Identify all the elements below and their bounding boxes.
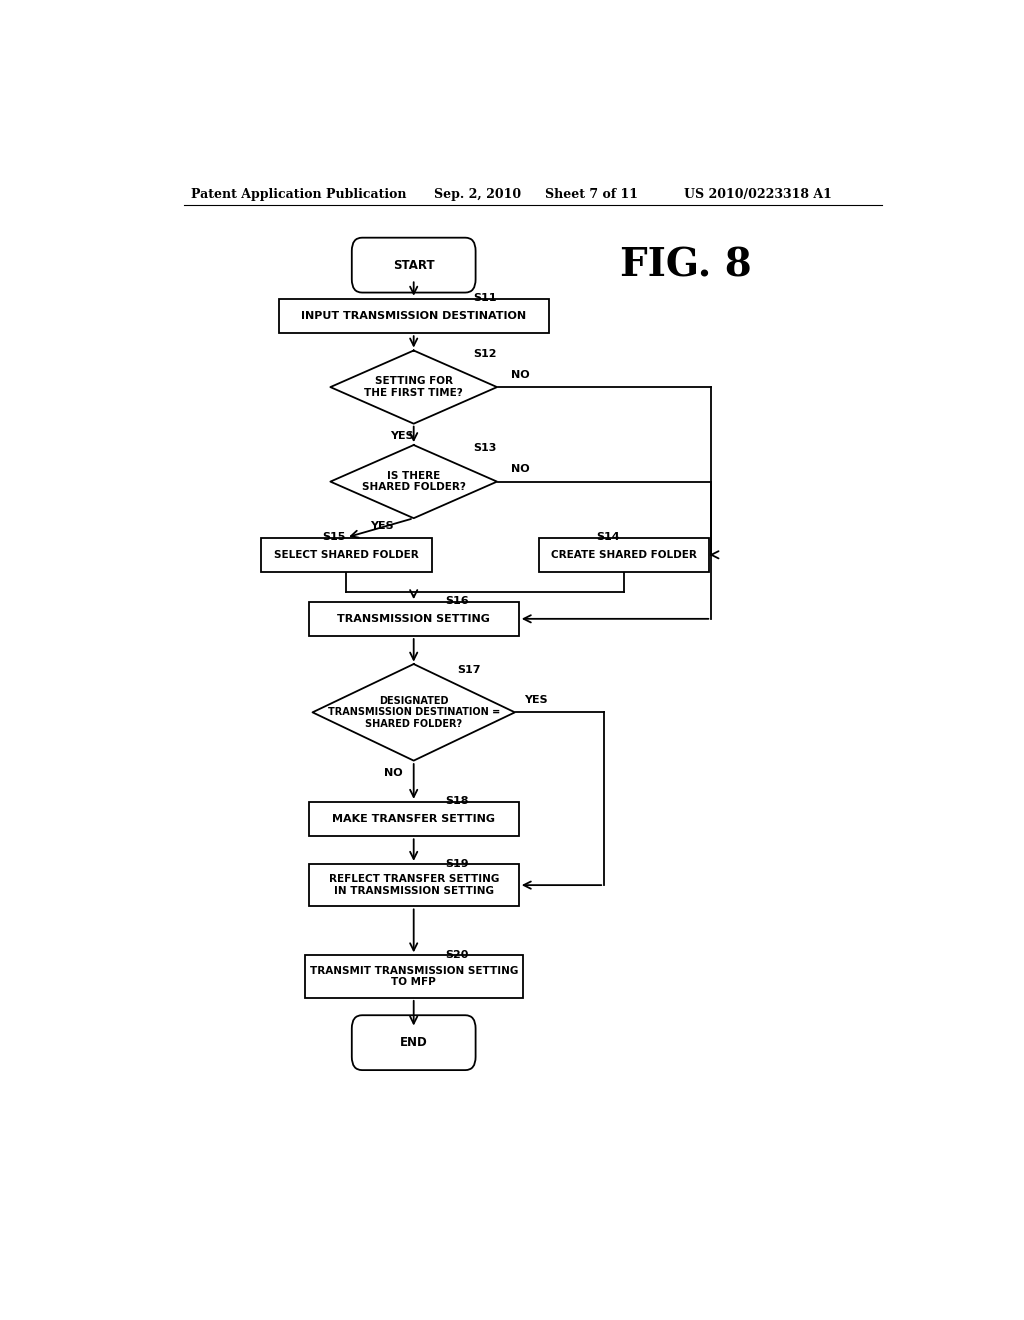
Text: TRANSMIT TRANSMISSION SETTING
TO MFP: TRANSMIT TRANSMISSION SETTING TO MFP [309, 966, 518, 987]
Text: NO: NO [384, 768, 403, 779]
Polygon shape [331, 445, 497, 519]
Text: S19: S19 [445, 859, 469, 869]
Text: FIG. 8: FIG. 8 [620, 246, 752, 284]
Text: S18: S18 [445, 796, 469, 805]
FancyBboxPatch shape [308, 803, 519, 836]
Text: START: START [393, 259, 434, 272]
Text: S15: S15 [323, 532, 346, 541]
Text: SETTING FOR
THE FIRST TIME?: SETTING FOR THE FIRST TIME? [365, 376, 463, 397]
Text: MAKE TRANSFER SETTING: MAKE TRANSFER SETTING [332, 814, 496, 824]
FancyBboxPatch shape [352, 1015, 475, 1071]
Text: DESIGNATED
TRANSMISSION DESTINATION =
SHARED FOLDER?: DESIGNATED TRANSMISSION DESTINATION = SH… [328, 696, 500, 729]
Text: INPUT TRANSMISSION DESTINATION: INPUT TRANSMISSION DESTINATION [301, 312, 526, 321]
FancyBboxPatch shape [352, 238, 475, 293]
Text: Sep. 2, 2010: Sep. 2, 2010 [433, 189, 520, 202]
Polygon shape [331, 351, 497, 424]
Text: END: END [399, 1036, 428, 1049]
Text: S12: S12 [473, 348, 497, 359]
Text: S16: S16 [445, 595, 469, 606]
Text: NO: NO [511, 370, 530, 380]
Text: TRANSMISSION SETTING: TRANSMISSION SETTING [337, 614, 490, 624]
Text: S13: S13 [473, 444, 497, 453]
Text: SELECT SHARED FOLDER: SELECT SHARED FOLDER [273, 550, 419, 560]
Polygon shape [312, 664, 515, 760]
Text: YES: YES [524, 696, 548, 705]
FancyBboxPatch shape [308, 863, 519, 907]
Text: Patent Application Publication: Patent Application Publication [191, 189, 407, 202]
FancyBboxPatch shape [279, 300, 549, 333]
Text: IS THERE
SHARED FOLDER?: IS THERE SHARED FOLDER? [361, 471, 466, 492]
Text: S11: S11 [473, 293, 497, 302]
Text: YES: YES [370, 521, 393, 532]
FancyBboxPatch shape [539, 539, 710, 572]
Text: US 2010/0223318 A1: US 2010/0223318 A1 [684, 189, 831, 202]
Text: NO: NO [511, 465, 530, 474]
Text: Sheet 7 of 11: Sheet 7 of 11 [545, 189, 638, 202]
Text: S20: S20 [445, 950, 469, 960]
Text: REFLECT TRANSFER SETTING
IN TRANSMISSION SETTING: REFLECT TRANSFER SETTING IN TRANSMISSION… [329, 874, 499, 896]
FancyBboxPatch shape [261, 539, 431, 572]
Text: YES: YES [390, 430, 414, 441]
Text: S17: S17 [458, 665, 481, 675]
Text: CREATE SHARED FOLDER: CREATE SHARED FOLDER [551, 550, 697, 560]
FancyBboxPatch shape [308, 602, 519, 636]
FancyBboxPatch shape [304, 956, 523, 998]
Text: S14: S14 [596, 532, 620, 541]
